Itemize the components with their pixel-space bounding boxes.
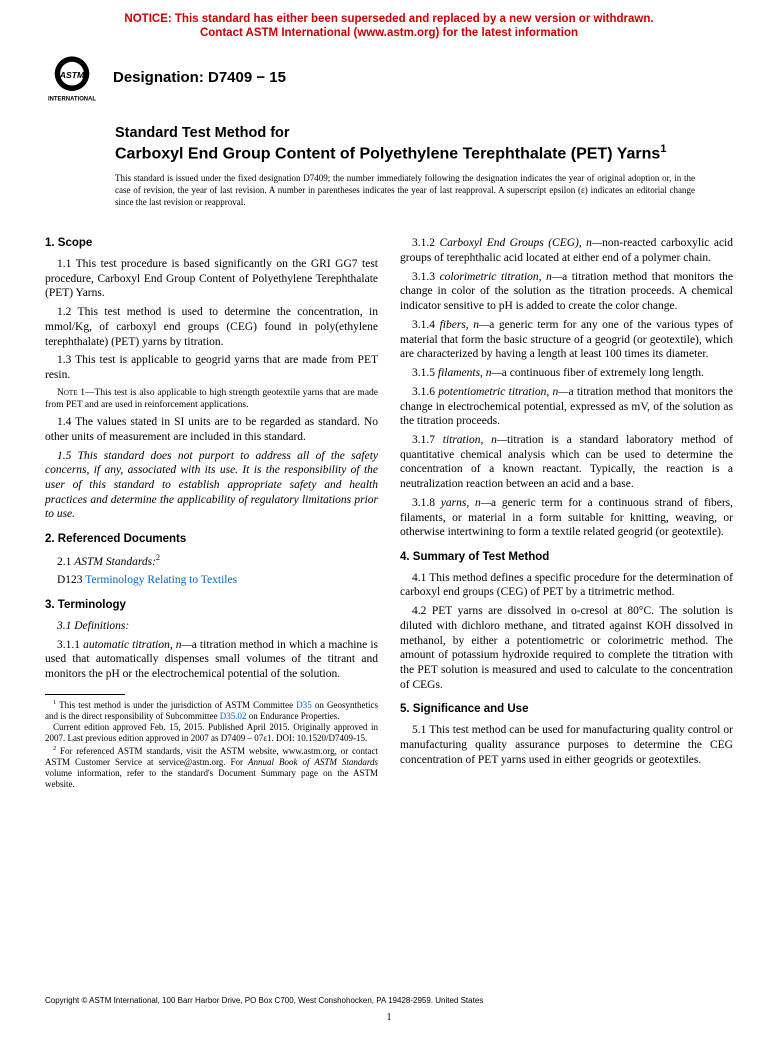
section-4-heading: 4. Summary of Test Method bbox=[400, 550, 733, 565]
notice-line-1: NOTICE: This standard has either been su… bbox=[124, 13, 653, 25]
para-2-1: 2.1 ASTM Standards:2 bbox=[45, 553, 378, 570]
section-3-heading: 3. Terminology bbox=[45, 598, 378, 613]
body-columns: 1. Scope 1.1 This test procedure is base… bbox=[45, 226, 733, 790]
footnote-1b: Current edition approved Feb. 15, 2015. … bbox=[45, 722, 378, 745]
para-3-1: 3.1 Definitions: bbox=[45, 619, 378, 634]
para-3-1-1: 3.1.1 automatic titration, n—a titration… bbox=[45, 638, 378, 682]
para-3-1-5: 3.1.5 filaments, n—a continuous fiber of… bbox=[400, 366, 733, 381]
link-d35[interactable]: D35 bbox=[296, 700, 312, 710]
title-prefix: Standard Test Method for bbox=[115, 125, 733, 141]
para-3-1-3: 3.1.3 colorimetric titration, n—a titrat… bbox=[400, 270, 733, 314]
footnote-1: 1 This test method is under the jurisdic… bbox=[45, 699, 378, 723]
copyright-line: Copyright © ASTM International, 100 Barr… bbox=[45, 996, 483, 1005]
para-3-1-6: 3.1.6 potentiometric titration, n—a titr… bbox=[400, 385, 733, 429]
designation-text: Designation: D7409 − 15 bbox=[113, 69, 286, 86]
para-1-5: 1.5 This standard does not purport to ad… bbox=[45, 449, 378, 523]
left-column: 1. Scope 1.1 This test procedure is base… bbox=[45, 226, 378, 790]
section-2-heading: 2. Referenced Documents bbox=[45, 532, 378, 547]
page-container: NOTICE: This standard has either been su… bbox=[0, 0, 778, 1041]
para-4-2: 4.2 PET yarns are dissolved in o-cresol … bbox=[400, 604, 733, 692]
para-3-1-8: 3.1.8 yarns, n—a generic term for a cont… bbox=[400, 496, 733, 540]
svg-text:INTERNATIONAL: INTERNATIONAL bbox=[48, 96, 96, 102]
notice-banner: NOTICE: This standard has either been su… bbox=[45, 12, 733, 41]
footnote-rule bbox=[45, 694, 125, 695]
title-main: Carboxyl End Group Content of Polyethyle… bbox=[115, 143, 733, 164]
para-1-3: 1.3 This test is applicable to geogrid y… bbox=[45, 353, 378, 382]
para-4-1: 4.1 This method defines a specific proce… bbox=[400, 571, 733, 600]
svg-text:ASTM: ASTM bbox=[59, 70, 85, 80]
link-d123[interactable]: Terminology Relating to Textiles bbox=[85, 574, 237, 586]
notice-line-2: Contact ASTM International (www.astm.org… bbox=[200, 27, 578, 39]
link-d35-02[interactable]: D35.02 bbox=[220, 711, 247, 721]
right-column: 3.1.2 Carboxyl End Groups (CEG), n—non-r… bbox=[400, 226, 733, 790]
para-5-1: 5.1 This test method can be used for man… bbox=[400, 723, 733, 767]
footnote-2: 2 For referenced ASTM standards, visit t… bbox=[45, 745, 378, 791]
astm-logo-icon: ASTM INTERNATIONAL bbox=[45, 51, 99, 105]
para-1-1: 1.1 This test procedure is based signifi… bbox=[45, 257, 378, 301]
header-row: ASTM INTERNATIONAL Designation: D7409 − … bbox=[45, 51, 733, 105]
para-1-2: 1.2 This test method is used to determin… bbox=[45, 305, 378, 349]
para-1-4: 1.4 The values stated in SI units are to… bbox=[45, 415, 378, 444]
ref-d123: D123 Terminology Relating to Textiles bbox=[45, 573, 378, 588]
page-number: 1 bbox=[0, 1012, 778, 1023]
para-3-1-4: 3.1.4 fibers, n—a generic term for any o… bbox=[400, 318, 733, 362]
note-1: Note 1—This test is also applicable to h… bbox=[45, 387, 378, 411]
section-1-heading: 1. Scope bbox=[45, 236, 378, 251]
para-3-1-2: 3.1.2 Carboxyl End Groups (CEG), n—non-r… bbox=[400, 236, 733, 265]
title-block: Standard Test Method for Carboxyl End Gr… bbox=[115, 125, 733, 164]
section-5-heading: 5. Significance and Use bbox=[400, 702, 733, 717]
issuance-note: This standard is issued under the fixed … bbox=[115, 173, 695, 208]
para-3-1-7: 3.1.7 titration, n—titration is a standa… bbox=[400, 433, 733, 492]
